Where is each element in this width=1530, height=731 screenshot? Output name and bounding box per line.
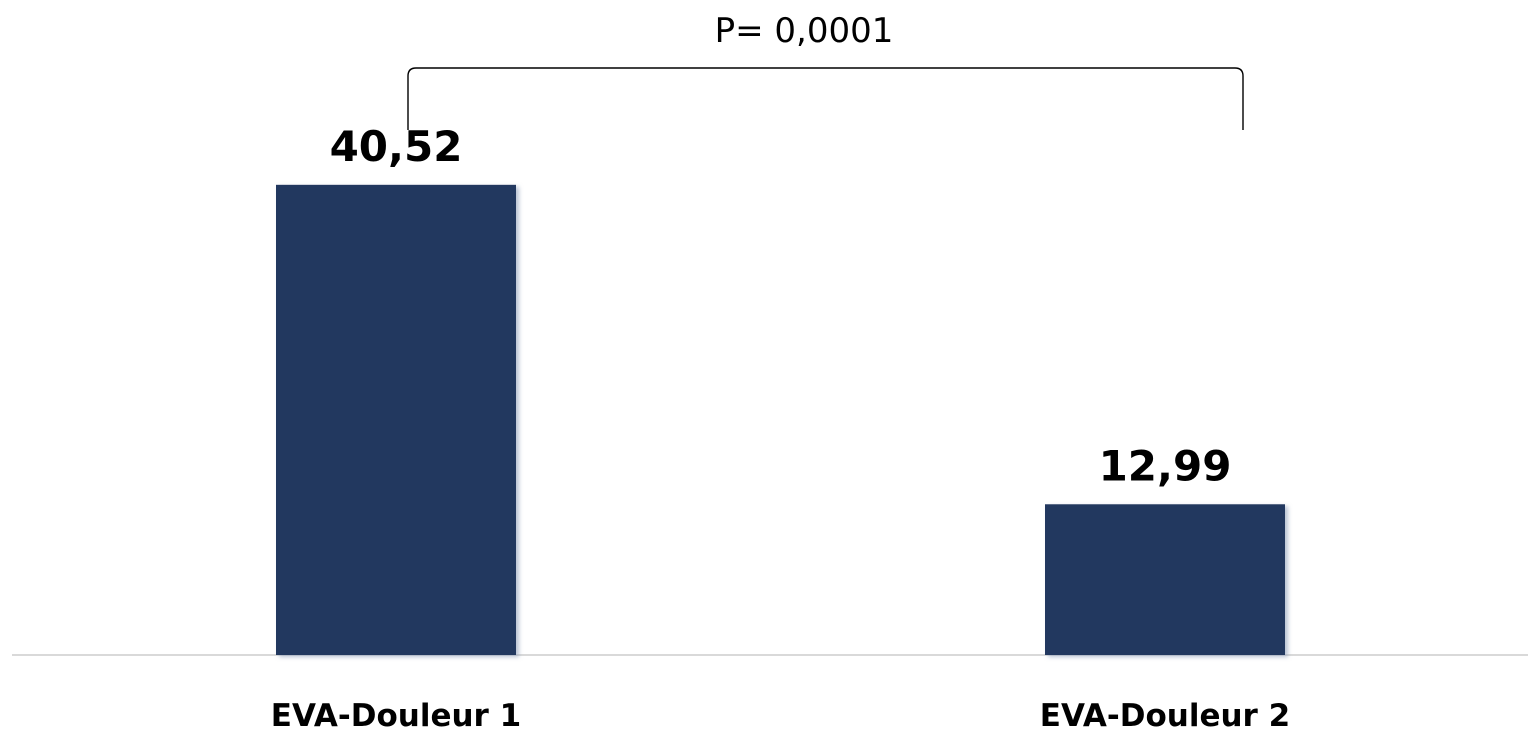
data-label-1: 40,52 [330, 122, 463, 171]
p-value-label: P= 0,0001 [715, 11, 894, 51]
bar-2 [1045, 504, 1285, 655]
plot-area: 40,52 EVA-Douleur 1 12,99 EVA-Douleur 2 P= 0… [12, 11, 1528, 731]
bar-1 [276, 184, 516, 655]
data-label-2: 12,99 [1099, 441, 1232, 490]
category-label-2: EVA-Douleur 2 [1040, 698, 1290, 731]
significance-bracket [407, 67, 1244, 130]
category-label-1: EVA-Douleur 1 [271, 698, 521, 731]
